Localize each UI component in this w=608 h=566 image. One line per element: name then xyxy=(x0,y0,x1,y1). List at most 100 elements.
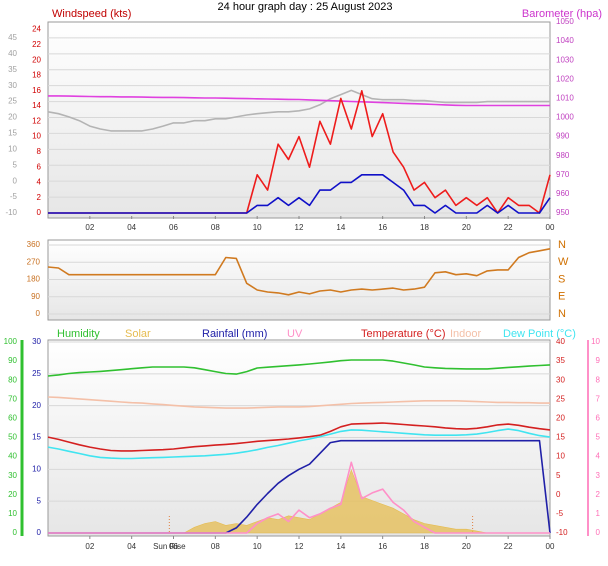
y4-tick-label: 5 xyxy=(596,433,601,442)
y2-tick-label: 10 xyxy=(32,464,41,473)
y2-tick-label: 25 xyxy=(32,369,41,378)
x-tick-label: 08 xyxy=(211,223,220,232)
y4-tick-label: 1 xyxy=(596,509,601,518)
y2-tick-label: 1000 xyxy=(556,113,574,122)
y2-tick-label: N xyxy=(558,239,566,251)
y-tick-label: 12 xyxy=(32,116,41,125)
y4-tick-label: 4 xyxy=(596,452,601,461)
y3-tick-label: -5 xyxy=(556,509,564,518)
y2-tick-label: 1010 xyxy=(556,94,574,103)
y-tick-label: 16 xyxy=(32,86,41,95)
legend-label: Solar xyxy=(125,328,151,340)
y-tick-label: 90 xyxy=(31,292,40,301)
y2-tick-label: 30 xyxy=(32,337,41,346)
y-tick-label: 100 xyxy=(4,337,18,346)
series-line xyxy=(47,359,551,377)
y4-tick-label: 3 xyxy=(596,471,601,480)
y4-tick-label: 0 xyxy=(596,528,601,537)
y4-tick-label: 2 xyxy=(596,490,601,499)
y-tick-label: 50 xyxy=(8,433,17,442)
y3-tick-label: 0 xyxy=(556,490,561,499)
y-tick-label: 10 xyxy=(32,132,41,141)
y-tick-label: 40 xyxy=(8,452,17,461)
x-tick-label: 10 xyxy=(253,223,262,232)
x-tick-label: 06 xyxy=(169,223,178,232)
y-tick-label: 6 xyxy=(37,162,42,171)
y3-tick-label: 10 xyxy=(8,144,17,153)
y3-tick-label: 35 xyxy=(556,356,565,365)
annotation-label: Sun Rise xyxy=(153,542,186,551)
legend-label: Rainfall (mm) xyxy=(202,328,267,340)
y3-tick-label: -10 xyxy=(5,208,17,217)
x-tick-label: 00 xyxy=(546,223,555,232)
series-line xyxy=(48,461,550,534)
y-tick-label: 360 xyxy=(27,240,41,249)
y-axis-title: Windspeed (kts) xyxy=(52,8,131,20)
y3-tick-label: 30 xyxy=(556,375,565,384)
y3-tick-label: 15 xyxy=(8,129,17,138)
x-tick-label: 06 xyxy=(169,542,178,551)
y2-tick-label: 1040 xyxy=(556,36,574,45)
y2-tick-label: E xyxy=(558,291,565,303)
y3-tick-label: 10 xyxy=(556,452,565,461)
y3-tick-label: 25 xyxy=(556,394,565,403)
x-tick-label: 16 xyxy=(378,542,387,551)
y3-tick-label: 40 xyxy=(556,337,565,346)
x-tick-label: 16 xyxy=(378,223,387,232)
y-tick-label: 2 xyxy=(37,193,42,202)
y-tick-label: 0 xyxy=(37,208,42,217)
y2-tick-label: W xyxy=(558,256,569,268)
x-tick-label: 04 xyxy=(127,223,136,232)
y2-tick-label: 950 xyxy=(556,208,570,217)
y3-tick-label: 35 xyxy=(8,65,17,74)
y-tick-label: 0 xyxy=(36,309,41,318)
y2-axis-title: Barometer (hpa) xyxy=(522,8,602,20)
y-tick-label: 10 xyxy=(8,509,17,518)
y4-tick-label: 6 xyxy=(596,414,601,423)
y-tick-label: 20 xyxy=(32,55,41,64)
y2-tick-label: 20 xyxy=(32,401,41,410)
y2-tick-label: N xyxy=(558,308,566,320)
y3-tick-label: 40 xyxy=(8,49,17,58)
y2-tick-label: 980 xyxy=(556,151,570,160)
y-tick-label: 20 xyxy=(8,490,17,499)
y3-tick-label: -5 xyxy=(10,192,18,201)
x-tick-label: 02 xyxy=(85,223,94,232)
y-tick-label: 270 xyxy=(27,257,41,266)
y-tick-label: 90 xyxy=(8,356,17,365)
y2-tick-label: 1050 xyxy=(556,17,574,26)
series-line xyxy=(47,396,550,409)
x-tick-label: 10 xyxy=(253,542,262,551)
series-line xyxy=(47,428,551,460)
y2-tick-label: 970 xyxy=(556,170,570,179)
y3-tick-label: 5 xyxy=(556,471,561,480)
y-tick-label: 24 xyxy=(32,25,41,34)
x-tick-label: 08 xyxy=(211,542,220,551)
y3-tick-label: 15 xyxy=(556,433,565,442)
y-tick-label: 80 xyxy=(8,375,17,384)
y3-tick-label: 5 xyxy=(13,160,18,169)
y4-tick-label: 9 xyxy=(596,356,601,365)
legend-label: Temperature (°C) xyxy=(361,328,445,340)
y-tick-label: 70 xyxy=(8,394,17,403)
x-tick-label: 14 xyxy=(336,223,345,232)
x-tick-label: 04 xyxy=(127,542,136,551)
panel-wind xyxy=(47,21,551,219)
series-line xyxy=(48,174,551,214)
chart-title: 24 hour graph day : 25 August 2023 xyxy=(218,1,393,13)
x-tick-label: 18 xyxy=(420,542,429,551)
x-tick-label: 18 xyxy=(420,223,429,232)
legend-label: UV xyxy=(287,328,303,340)
x-tick-label: 20 xyxy=(462,542,471,551)
y-tick-label: 22 xyxy=(32,40,41,49)
x-tick-label: 14 xyxy=(336,542,345,551)
y3-tick-label: 20 xyxy=(8,113,17,122)
y4-tick-label: 8 xyxy=(596,375,601,384)
x-tick-label: 12 xyxy=(295,542,304,551)
series-line xyxy=(47,248,551,296)
y2-tick-label: 15 xyxy=(32,433,41,442)
y-tick-label: 30 xyxy=(8,471,17,480)
x-tick-label: 00 xyxy=(546,542,555,551)
